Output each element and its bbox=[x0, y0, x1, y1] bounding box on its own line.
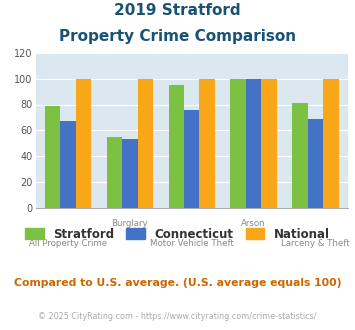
Bar bbox=[45, 106, 60, 208]
Bar bbox=[184, 110, 200, 208]
Bar bbox=[60, 121, 76, 208]
Text: Motor Vehicle Theft: Motor Vehicle Theft bbox=[150, 239, 234, 248]
Legend: Stratford, Connecticut, National: Stratford, Connecticut, National bbox=[20, 223, 335, 246]
Text: Arson: Arson bbox=[241, 219, 266, 228]
Text: © 2025 CityRating.com - https://www.cityrating.com/crime-statistics/: © 2025 CityRating.com - https://www.city… bbox=[38, 312, 317, 321]
Text: Property Crime Comparison: Property Crime Comparison bbox=[59, 29, 296, 44]
Bar bbox=[323, 79, 339, 208]
Bar bbox=[76, 79, 91, 208]
Text: Compared to U.S. average. (U.S. average equals 100): Compared to U.S. average. (U.S. average … bbox=[14, 278, 341, 288]
Bar bbox=[292, 103, 308, 208]
Bar bbox=[122, 139, 138, 208]
Text: Larceny & Theft: Larceny & Theft bbox=[281, 239, 350, 248]
Text: All Property Crime: All Property Crime bbox=[29, 239, 107, 248]
Text: Burglary: Burglary bbox=[111, 219, 148, 228]
Bar bbox=[106, 137, 122, 208]
Bar bbox=[138, 79, 153, 208]
Bar bbox=[169, 85, 184, 208]
Bar bbox=[246, 79, 261, 208]
Bar bbox=[200, 79, 215, 208]
Bar bbox=[230, 79, 246, 208]
Text: 2019 Stratford: 2019 Stratford bbox=[114, 3, 241, 17]
Bar bbox=[261, 79, 277, 208]
Bar bbox=[308, 119, 323, 208]
